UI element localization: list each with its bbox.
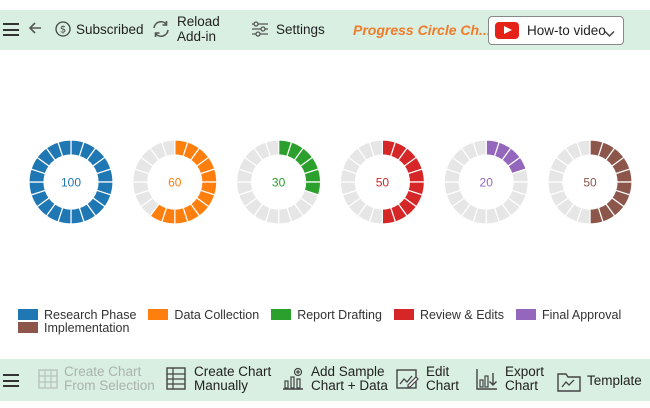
legend-item: Implementation [18, 321, 129, 335]
legend-swatch [516, 309, 537, 320]
export-chart-line2: Chart [505, 378, 539, 393]
chart-edit-icon [396, 367, 420, 391]
add-sample-line2: Chart + Data [311, 378, 388, 393]
chart-legend: Research Phase Data Collection Report Draf… [18, 307, 638, 335]
legend-label: Review & Edits [419, 307, 505, 322]
bottom-toolbar [0, 359, 650, 401]
legend-swatch [271, 309, 292, 320]
youtube-icon [495, 22, 519, 39]
progress-segment-filled [57, 139, 72, 158]
progress-ring: 20 [443, 139, 529, 225]
menu-icon[interactable] [3, 23, 19, 36]
add-sample-chart-button[interactable]: Add Sample Chart + Data [281, 365, 388, 393]
legend-swatch [18, 322, 38, 333]
progress-circle-chart: 100 60 30 50 20 50 [0, 52, 650, 352]
edit-chart-line1: Edit [426, 364, 450, 379]
legend-swatch [148, 309, 169, 320]
progress-value-label: 60 [168, 176, 182, 190]
subscribed-button[interactable]: $ Subscribed [55, 21, 144, 37]
progress-ring: 60 [132, 139, 218, 225]
progress-ring: 30 [235, 139, 322, 225]
reload-label-line1: Reload [177, 14, 220, 29]
add-sample-line1: Add Sample [311, 364, 385, 379]
chevron-down-icon [604, 26, 615, 41]
progress-value-label: 30 [272, 176, 286, 190]
create-from-selection-line1: Create Chart [64, 364, 142, 379]
legend-item: Report Drafting [271, 308, 382, 322]
create-chart-manually-button[interactable]: Create Chart Manually [166, 365, 271, 393]
export-chart-line1: Export [505, 364, 545, 379]
template-label: Template [587, 373, 642, 388]
legend-label: Final Approval [542, 307, 622, 322]
progress-segment-empty [472, 139, 487, 158]
progress-value-label: 20 [480, 176, 494, 190]
legend-label: Research Phase [44, 307, 137, 322]
legend-label: Report Drafting [297, 307, 382, 322]
template-icon [557, 370, 581, 392]
progress-value-label: 100 [61, 176, 81, 190]
legend-item: Research Phase [18, 308, 136, 322]
progress-segment-empty [368, 139, 383, 158]
table-select-icon [38, 368, 58, 390]
legend-item: Review & Edits [393, 307, 505, 322]
edit-chart-button[interactable]: Edit Chart [396, 365, 459, 393]
legend-item: Data Collection [148, 308, 259, 322]
sliders-icon [251, 21, 269, 37]
create-from-selection-line2: From Selection [64, 378, 155, 393]
progress-segment-empty [161, 139, 176, 158]
legend-swatch [393, 309, 414, 320]
reload-label-line2: Add-in [177, 29, 217, 44]
progress-segment-empty [576, 139, 591, 158]
legend-row: Implementation [18, 321, 638, 335]
legend-row: Research Phase Data Collection Report Draf… [18, 307, 638, 322]
legend-item: Final Approval [516, 308, 621, 322]
settings-label: Settings [276, 21, 325, 37]
template-button[interactable]: Template [557, 370, 642, 392]
howto-video-dropdown[interactable]: How-to video [488, 16, 624, 45]
export-chart-button[interactable]: Export Chart [475, 365, 544, 393]
howto-label: How-to video [527, 23, 606, 38]
svg-text:$: $ [60, 25, 66, 36]
chart-export-icon [475, 367, 499, 391]
back-button[interactable] [27, 20, 43, 36]
sample-chart-icon [281, 367, 305, 391]
dollar-circle-icon: $ [55, 21, 71, 37]
edit-chart-line2: Chart [426, 378, 460, 393]
arrow-left-icon [27, 20, 43, 36]
progress-value-label: 50 [583, 176, 597, 190]
progress-ring: 50 [547, 139, 633, 225]
progress-segment-empty [264, 139, 280, 158]
subscribed-label: Subscribed [76, 21, 144, 37]
progress-value-label: 50 [376, 176, 390, 190]
menu-icon[interactable] [3, 374, 19, 387]
progress-ring: 100 [28, 139, 114, 225]
add-in-title: Progress Circle Ch... [353, 22, 491, 38]
legend-swatch [18, 309, 38, 320]
legend-label: Data Collection [174, 307, 260, 322]
settings-button[interactable]: Settings [251, 21, 325, 37]
create-manually-line1: Create Chart [194, 364, 272, 379]
progress-ring: 50 [339, 139, 426, 225]
chart-canvas: 100 60 30 50 20 50 [28, 139, 633, 225]
table-edit-icon [166, 367, 188, 391]
reload-icon [151, 20, 171, 38]
reload-addin-button[interactable]: Reload Add-in [151, 14, 220, 44]
create-manually-line2: Manually [194, 378, 249, 393]
legend-label: Implementation [44, 320, 130, 335]
create-chart-from-selection-button[interactable]: Create Chart From Selection [38, 365, 155, 393]
